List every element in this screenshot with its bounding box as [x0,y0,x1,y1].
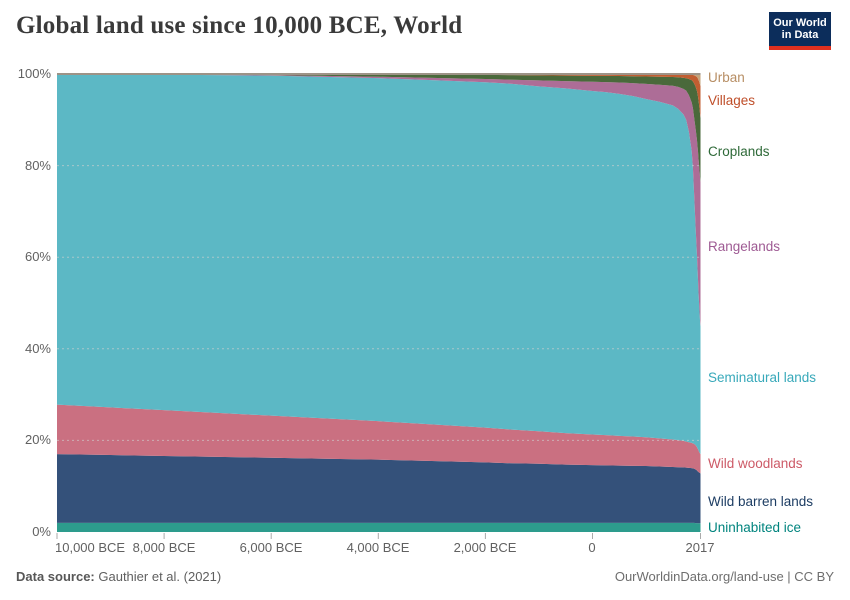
data-source-label: Data source: [16,569,95,584]
x-tick-label: 0 [588,540,596,555]
legend-label-rangelands[interactable]: Rangelands [708,239,781,254]
citation-link[interactable]: OurWorldinData.org/land-use | CC BY [614,569,834,584]
page-title: Global land use since 10,000 BCE, World [16,12,463,39]
area-wild-woodlands[interactable] [57,404,701,474]
legend-label-uninhabited-ice[interactable]: Uninhabited ice [708,520,802,535]
legend-label-seminatural-lands[interactable]: Seminatural lands [708,370,817,385]
x-tick-label: 4,000 BCE [346,540,410,555]
y-tick-label: 40% [24,341,51,356]
area-uninhabited-ice[interactable] [57,522,701,532]
owid-logo-line2: in Data [781,29,819,41]
data-source-note: Data source: Gauthier et al. (2021) [16,569,221,584]
x-tick-label: 8,000 BCE [132,540,196,555]
legend-label-croplands[interactable]: Croplands [708,144,770,159]
y-tick-label: 80% [24,158,51,173]
y-tick-label: 0% [32,524,51,539]
owid-logo-red-bar [769,46,831,50]
y-tick-label: 60% [24,249,51,264]
owid-logo-line1: Our World [773,17,827,29]
y-tick-label: 100% [17,66,51,81]
x-tick-label: 2017 [685,540,715,555]
x-tick-label: 2,000 BCE [453,540,517,555]
data-source-value: Gauthier et al. (2021) [98,569,222,584]
x-tick-label: 10,000 BCE [55,540,126,555]
owid-logo-box: Our World in Data [769,12,831,46]
y-tick-label: 20% [24,432,51,447]
legend-label-wild-barren-lands[interactable]: Wild barren lands [708,494,814,509]
legend-label-urban[interactable]: Urban [708,70,745,85]
legend-label-wild-woodlands[interactable]: Wild woodlands [708,456,803,471]
area-seminatural-lands[interactable] [57,74,701,455]
owid-logo[interactable]: Our World in Data [769,12,831,50]
area-wild-barren-lands[interactable] [57,454,701,524]
x-tick-label: 6,000 BCE [239,540,303,555]
legend-label-villages[interactable]: Villages [708,93,756,108]
